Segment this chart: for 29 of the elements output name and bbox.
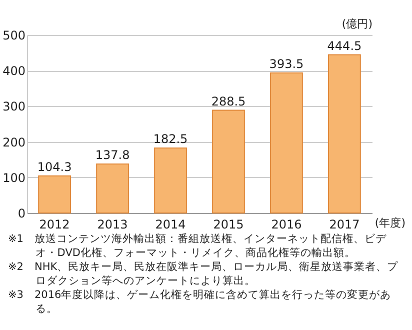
y-tick-label: 500: [2, 28, 26, 42]
y-tick-label: 0: [18, 206, 26, 220]
text: ※3 2016年度以降は、ゲーム化権を明確に含めて算出を行った等の変更がある。: [8, 288, 392, 316]
x-tick-label: 2017: [329, 218, 360, 232]
data-label: 137.8: [95, 148, 130, 162]
x-tick-label: 2016: [271, 218, 302, 232]
data-label: 104.3: [37, 160, 72, 174]
text: ※1 放送コンテンツ海外輸出額：番組放送権、インターネット配信権、ビデオ・DVD化権、フォーマット・リメイク、商品化権等の輸出額。: [8, 232, 388, 260]
data-label: 393.5: [269, 56, 304, 71]
bar: [328, 54, 361, 214]
bar: [270, 72, 303, 214]
y-tick-label: 200: [2, 135, 26, 150]
bar: [212, 110, 245, 214]
y-tick-label: 400: [2, 64, 26, 78]
bar: [38, 175, 71, 214]
y-axis-title: (億円): [342, 18, 372, 30]
x-tick-label: 2014: [155, 218, 186, 232]
bar: [154, 148, 187, 214]
x-tick-label: 2013: [97, 218, 128, 232]
data-label: 444.5: [327, 38, 362, 53]
x-axis-title: (年度): [374, 216, 406, 230]
bar: [96, 163, 129, 214]
y-tick-label: 100: [2, 170, 26, 185]
x-tick-label: 2015: [213, 218, 244, 232]
y-tick-label: 300: [2, 100, 26, 114]
data-label: 288.5: [211, 94, 246, 108]
data-label: 182.5: [153, 132, 188, 146]
text: ※2 NHK、民放キー局、民放在阪準キー局、ローカル局、衛星放送事業者、プロダクション等へのアンケートにより算出。: [8, 260, 400, 288]
x-tick-label: 2012: [39, 218, 70, 232]
